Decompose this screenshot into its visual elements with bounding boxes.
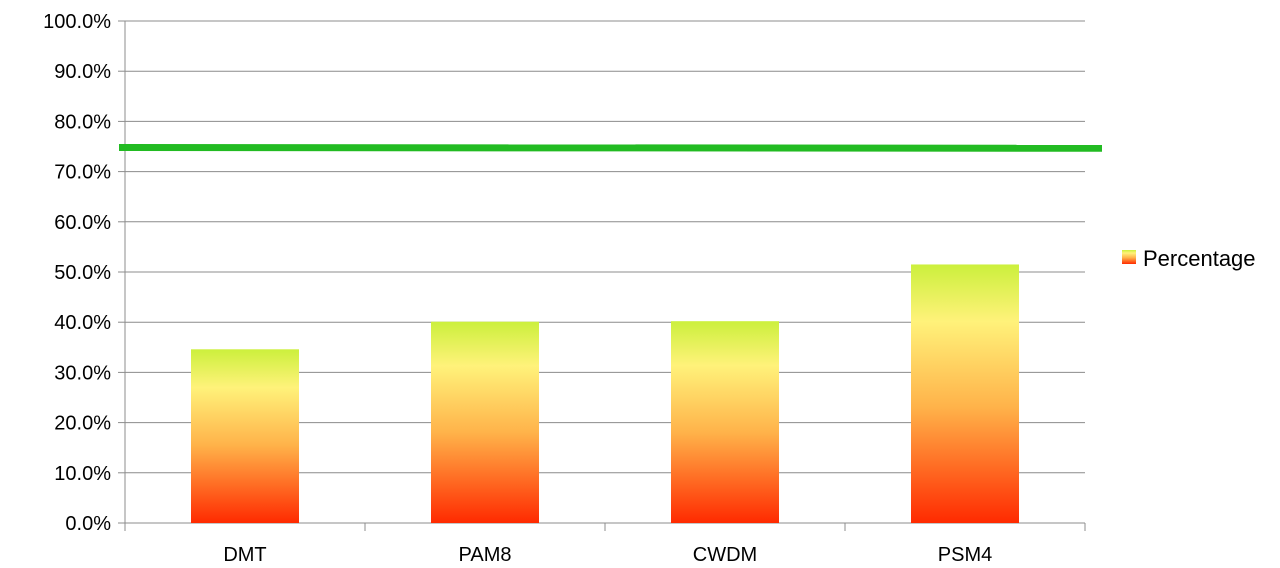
legend-swatch <box>1122 250 1136 264</box>
x-tick-label: PAM8 <box>459 544 512 566</box>
bars <box>191 264 1019 523</box>
reference-line-group <box>118 144 1103 152</box>
y-tick-label: 0.0% <box>65 513 111 535</box>
y-tick-label: 90.0% <box>54 61 111 83</box>
bar-pam8 <box>431 321 539 523</box>
bar-dmt <box>191 349 299 523</box>
y-tick-label: 100.0% <box>43 11 111 33</box>
x-tick-label: PSM4 <box>938 544 992 566</box>
y-tick-label: 40.0% <box>54 312 111 334</box>
legend-label: Percentage <box>1143 246 1256 271</box>
y-tick-label: 80.0% <box>54 111 111 133</box>
x-tick-label: CWDM <box>693 544 757 566</box>
x-tick-labels: DMT PAM8 CWDM PSM4 <box>223 544 992 566</box>
y-tick-label: 10.0% <box>54 463 111 485</box>
bar-cwdm <box>671 321 779 523</box>
y-tick-label: 60.0% <box>54 212 111 234</box>
y-tick-label: 30.0% <box>54 362 111 384</box>
y-tick-label: 70.0% <box>54 162 111 184</box>
bar-psm4 <box>911 264 1019 523</box>
y-tick-label: 50.0% <box>54 262 111 284</box>
y-tick-labels: 0.0% 10.0% 20.0% 30.0% 40.0% 50.0% 60.0% 70.0% 8… <box>43 11 111 535</box>
reference-line <box>118 144 1103 152</box>
y-tick-label: 20.0% <box>54 413 111 435</box>
legend: Percentage <box>1122 246 1256 271</box>
x-tick-label: DMT <box>223 544 266 566</box>
